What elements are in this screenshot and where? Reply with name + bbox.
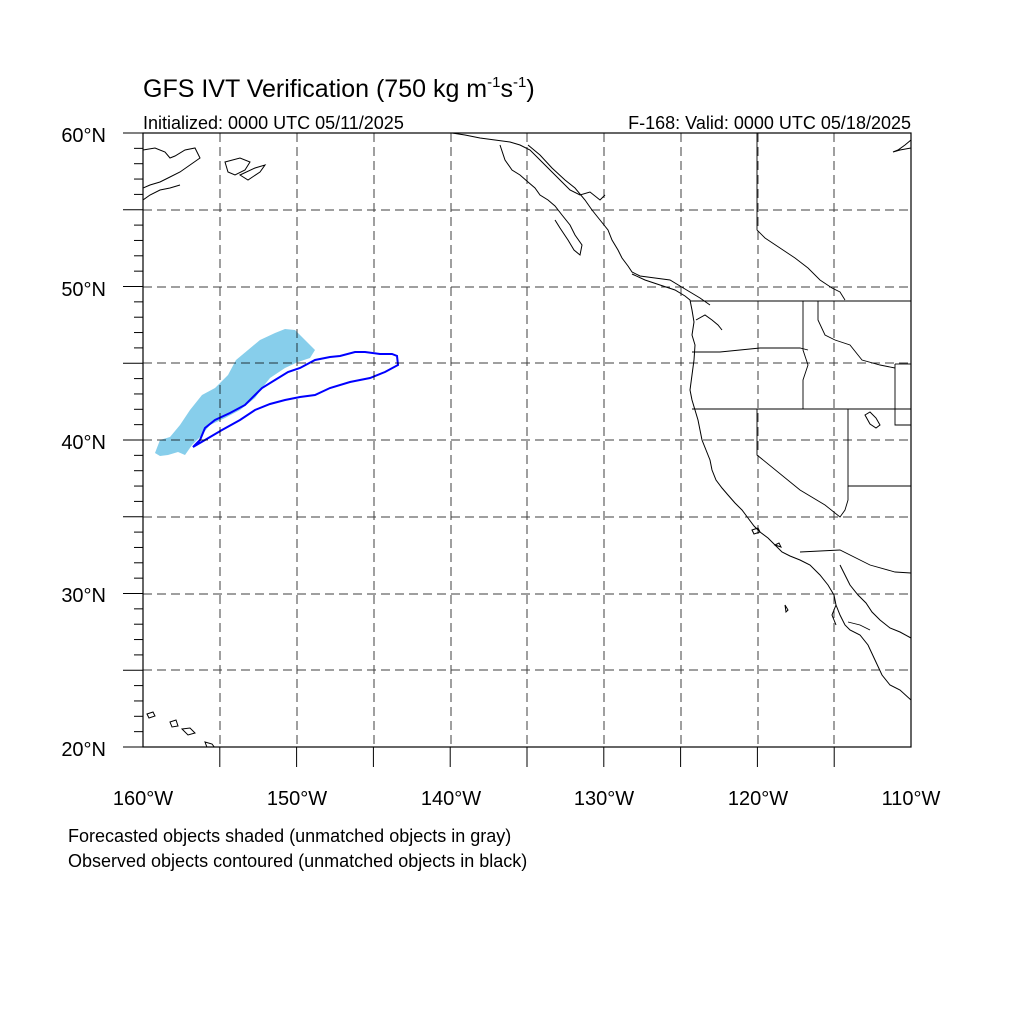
lat-label-30n: 30°N [61,585,106,607]
initialized-label: Initialized: 0000 UTC 05/11/2025 [143,113,404,133]
axis-ticks [123,132,835,767]
coastlines [143,133,911,747]
lon-label-160w: 160°W [113,788,173,810]
valid-label: F-168: Valid: 0000 UTC 05/18/2025 [628,113,911,133]
latitude-labels: 20°N 30°N 40°N 50°N 60°N [61,125,106,761]
lat-label-40n: 40°N [61,432,106,454]
longitude-labels: 160°W 150°W 140°W 130°W 120°W 110°W [113,788,941,810]
observed-object-contour [192,351,400,448]
lon-label-110w: 110°W [882,788,941,810]
lat-label-50n: 50°N [61,279,106,301]
lon-label-120w: 120°W [728,788,788,810]
map-title: GFS IVT Verification (750 kg m-1s-1) [143,74,535,103]
graticule [143,133,911,747]
lon-label-130w: 130°W [574,788,634,810]
lon-label-150w: 150°W [267,788,327,810]
lon-label-140w: 140°W [421,788,481,810]
footnote-observed: Observed objects contoured (unmatched ob… [68,851,527,871]
map-panel [143,133,911,747]
lat-label-60n: 60°N [61,125,106,147]
lat-label-20n: 20°N [61,739,106,761]
forecast-object-shading [155,329,315,456]
political-borders [690,133,911,631]
footnote-forecast: Forecasted objects shaded (unmatched obj… [68,826,511,846]
